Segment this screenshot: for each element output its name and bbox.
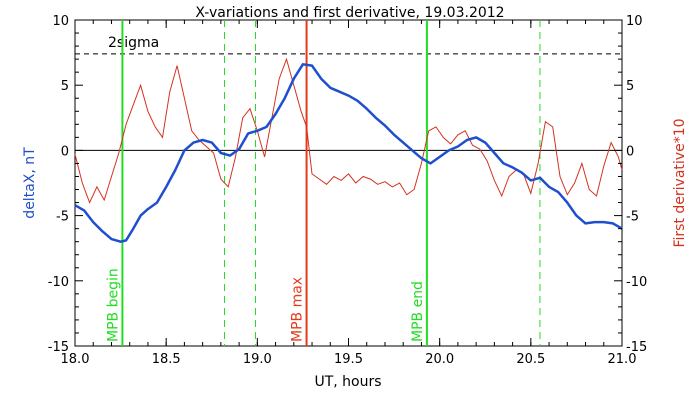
y-tick-label-right: -15 bbox=[626, 340, 647, 355]
y-tick-label-right: 5 bbox=[626, 79, 634, 94]
marker-labels: MPB begin MPB max MPB end bbox=[105, 268, 425, 342]
marker-label: MPB begin bbox=[105, 268, 121, 342]
threshold-label: 2sigma bbox=[108, 35, 159, 51]
marker-label: MPB max bbox=[290, 277, 306, 342]
y-tick-label-left: -5 bbox=[56, 210, 69, 225]
y-tick-label-left: -10 bbox=[48, 275, 69, 290]
y-tick-label-left: 5 bbox=[61, 79, 69, 94]
series-line-deltax bbox=[74, 63, 623, 243]
x-tick-label: 21.0 bbox=[608, 352, 637, 367]
y-tick-label-right: -10 bbox=[626, 275, 647, 290]
x-tick-label: 19.5 bbox=[334, 352, 363, 367]
x-axis: 18.0 18.5 19.0 19.5 20.0 20.5 21.0 bbox=[61, 20, 637, 367]
x-tick-label: 18.5 bbox=[152, 352, 181, 367]
y-axis-right-label: First derivative*10 bbox=[672, 118, 688, 247]
y-tick-label-left: -15 bbox=[48, 340, 69, 355]
x-axis-label: UT, hours bbox=[314, 374, 381, 390]
y-tick-label-right: 10 bbox=[626, 14, 643, 29]
y-tick-label-left: 10 bbox=[52, 14, 69, 29]
y-tick-label-right: 0 bbox=[626, 144, 634, 159]
chart-title: X-variations and first derivative, 19.03… bbox=[195, 5, 504, 21]
x-tick-label: 18.0 bbox=[61, 352, 90, 367]
y-axis-left-label: deltaX, nT bbox=[22, 147, 38, 219]
y-axis: -15 -15 -10 -10 -5 -5 0 0 5 5 10 10 bbox=[48, 14, 647, 355]
y-tick-label-left: 0 bbox=[61, 144, 69, 159]
x-tick-label: 20.5 bbox=[516, 352, 545, 367]
plot-area: 2sigma MPB begin MPB max MPB end bbox=[74, 19, 623, 347]
marker-label: MPB end bbox=[410, 281, 426, 342]
vertical-markers bbox=[121, 20, 541, 346]
x-tick-label: 19.0 bbox=[243, 352, 272, 367]
y-tick-label-right: -5 bbox=[626, 210, 639, 225]
x-tick-label: 20.0 bbox=[425, 352, 454, 367]
series-line-derivative bbox=[74, 57, 623, 204]
